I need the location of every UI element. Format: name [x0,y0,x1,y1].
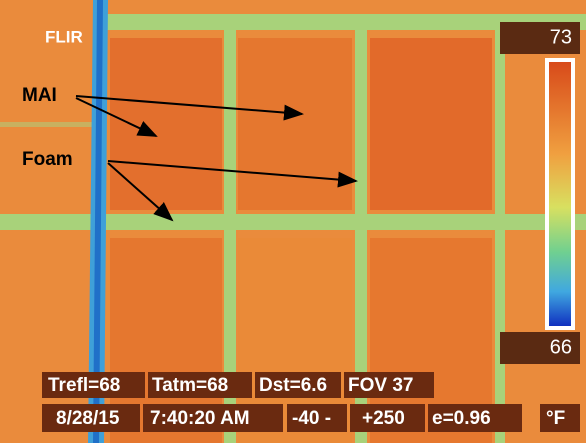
annotation-label: Foam [22,149,73,170]
info-text: Trefl=68 [48,375,120,396]
info-text: FOV 37 [348,375,413,396]
unit: °F [546,408,565,429]
info-text: +250 [362,408,405,429]
thermal-image: FLIR MAI Foam 73 66 Trefl=68 Tatm=68 Dst… [0,0,586,443]
info-text: 7:40:20 AM [150,408,250,429]
scale-max: 73 [550,26,572,48]
info-text: Dst=6.6 [259,375,327,396]
info-text: 8/28/15 [56,408,120,429]
info-text: e=0.96 [432,408,491,429]
page: FLIR MAI Foam 73 66 Trefl=68 Tatm=68 Dst… [0,0,586,443]
scale-min: 66 [550,336,572,358]
info-text: -40 - [292,408,331,429]
info-text: Tatm=68 [152,375,228,396]
annotation-label: MAI [22,85,57,106]
color-scale [549,62,571,326]
brand-logo: FLIR [45,27,83,46]
